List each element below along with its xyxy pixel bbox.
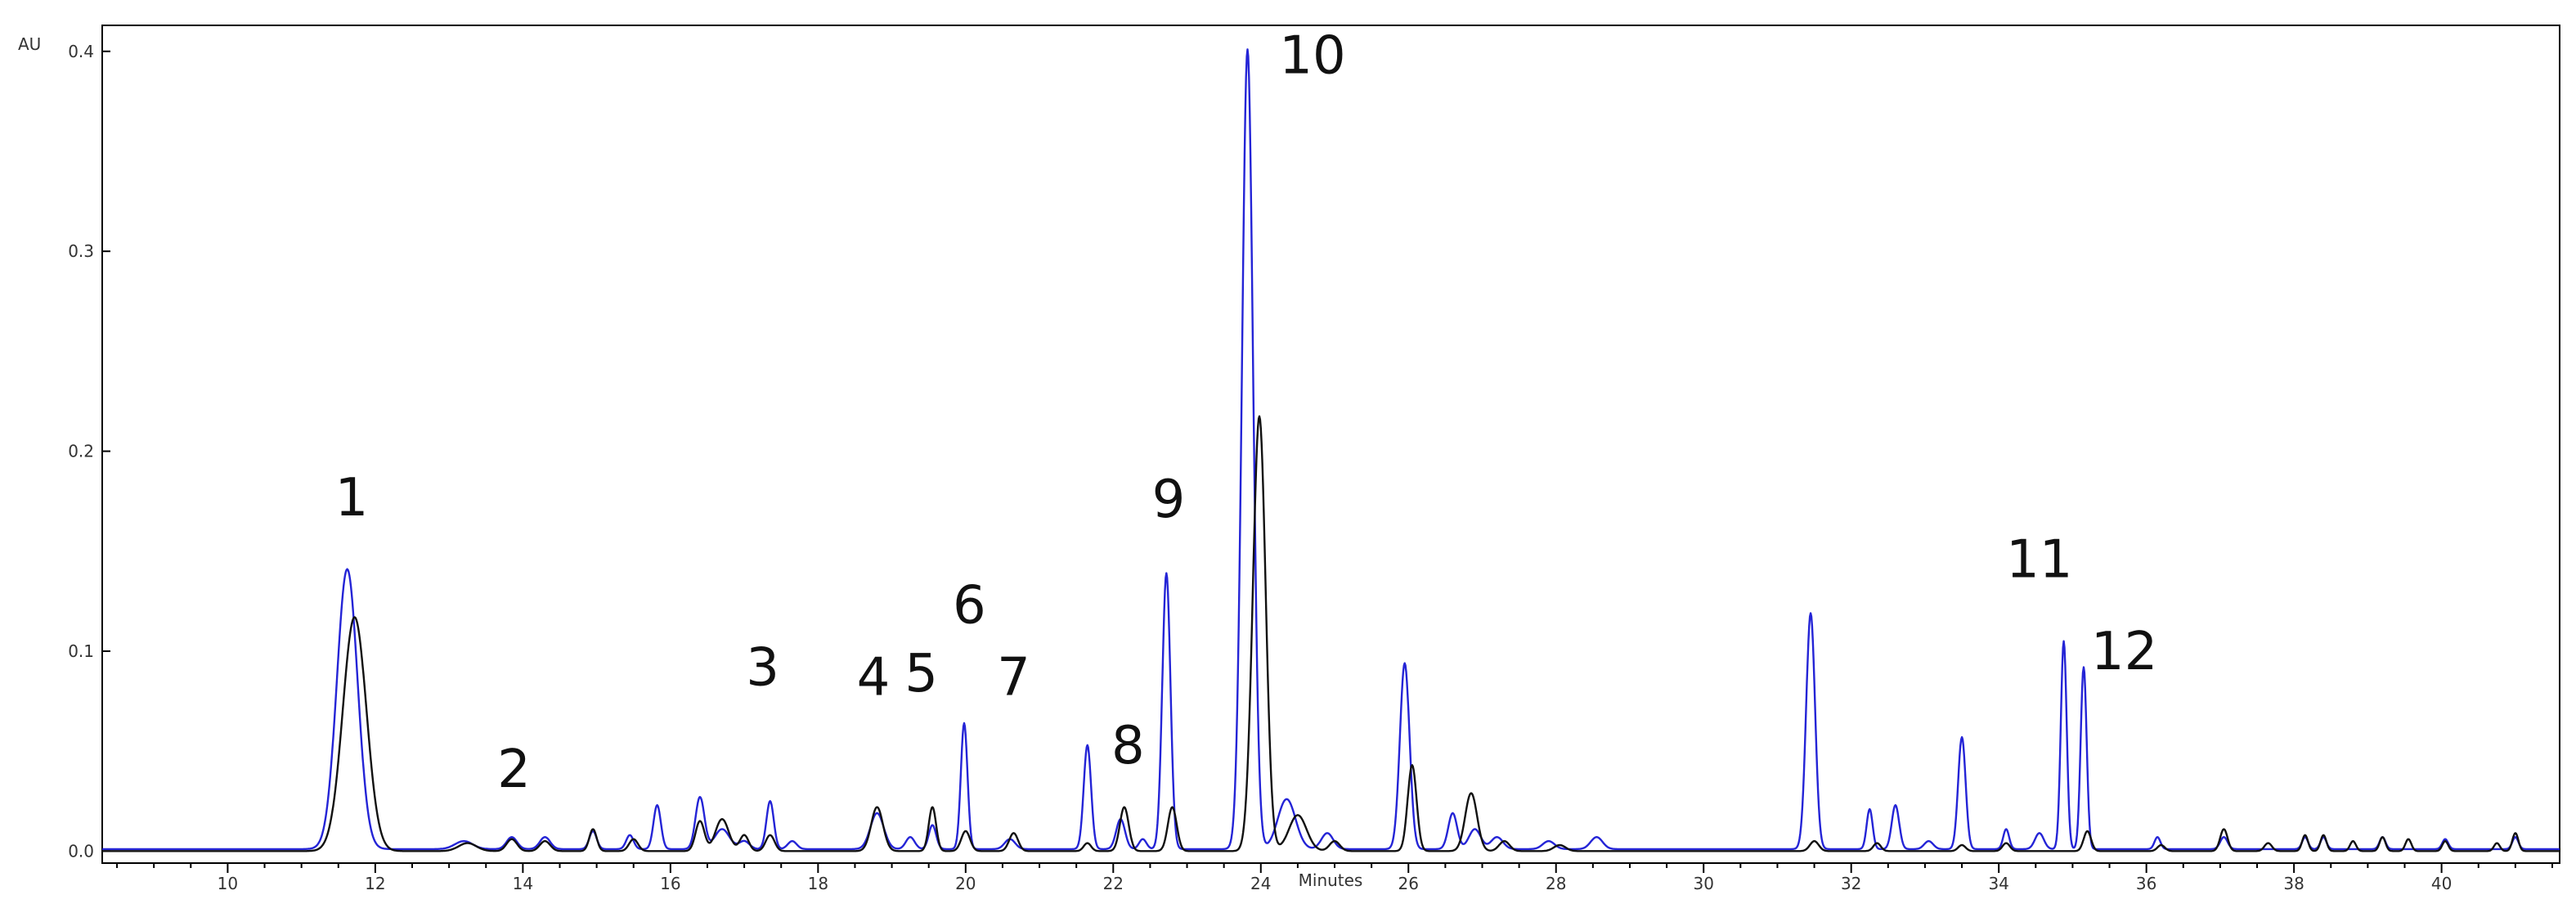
x-tick-label: 38 — [2283, 874, 2304, 893]
y-tick-label: 0.2 — [68, 442, 94, 461]
y-tick-label: 0.1 — [68, 641, 94, 661]
peak-label-8: 8 — [1111, 716, 1145, 776]
peak-label-3: 3 — [746, 637, 779, 698]
peak-label-9: 9 — [1152, 470, 1186, 530]
x-tick-label: 14 — [513, 874, 533, 893]
x-tick-label: 22 — [1103, 874, 1124, 893]
peak-label-11: 11 — [2006, 530, 2072, 591]
black-trace — [102, 415, 2560, 852]
y-tick-label: 0.0 — [68, 841, 94, 861]
peak-label-4: 4 — [857, 648, 891, 708]
x-tick-label: 12 — [365, 874, 385, 893]
y-axis-unit-label: AU — [18, 34, 41, 54]
y-tick-label: 0.3 — [68, 241, 94, 261]
y-axis: 0.0 0.1 0.2 0.3 0.4 — [68, 42, 110, 861]
peak-label-6: 6 — [953, 576, 986, 636]
peak-label-5: 5 — [904, 644, 938, 704]
peak-label-2: 2 — [497, 740, 531, 800]
x-tick-label: 16 — [660, 874, 680, 893]
x-tick-label: 40 — [2431, 874, 2452, 893]
x-tick-label: 30 — [1693, 874, 1713, 893]
y-tick-label: 0.4 — [68, 42, 94, 61]
x-axis-label: Minutes — [1299, 870, 1363, 890]
x-tick-label: 28 — [1546, 874, 1566, 893]
trace-layer — [102, 48, 2560, 852]
peak-label-10: 10 — [1279, 26, 1345, 87]
x-tick-label: 36 — [2136, 874, 2156, 893]
x-tick-label: 10 — [218, 874, 238, 893]
plot-frame — [101, 25, 2560, 864]
x-tick-label: 26 — [1398, 874, 1419, 893]
blue-trace — [102, 48, 2560, 851]
x-tick-label: 18 — [808, 874, 828, 893]
peak-label-12: 12 — [2091, 622, 2157, 682]
x-tick-label: 24 — [1250, 874, 1271, 893]
x-tick-label: 20 — [955, 874, 976, 893]
x-axis: 10 12 14 16 18 20 22 24 26 28 30 32 34 36 38 40 — [116, 863, 2553, 893]
x-tick-label: 32 — [1841, 874, 1861, 893]
peak-label-1: 1 — [335, 468, 369, 528]
x-tick-label: 34 — [1988, 874, 2008, 893]
peak-label-7: 7 — [997, 648, 1030, 708]
